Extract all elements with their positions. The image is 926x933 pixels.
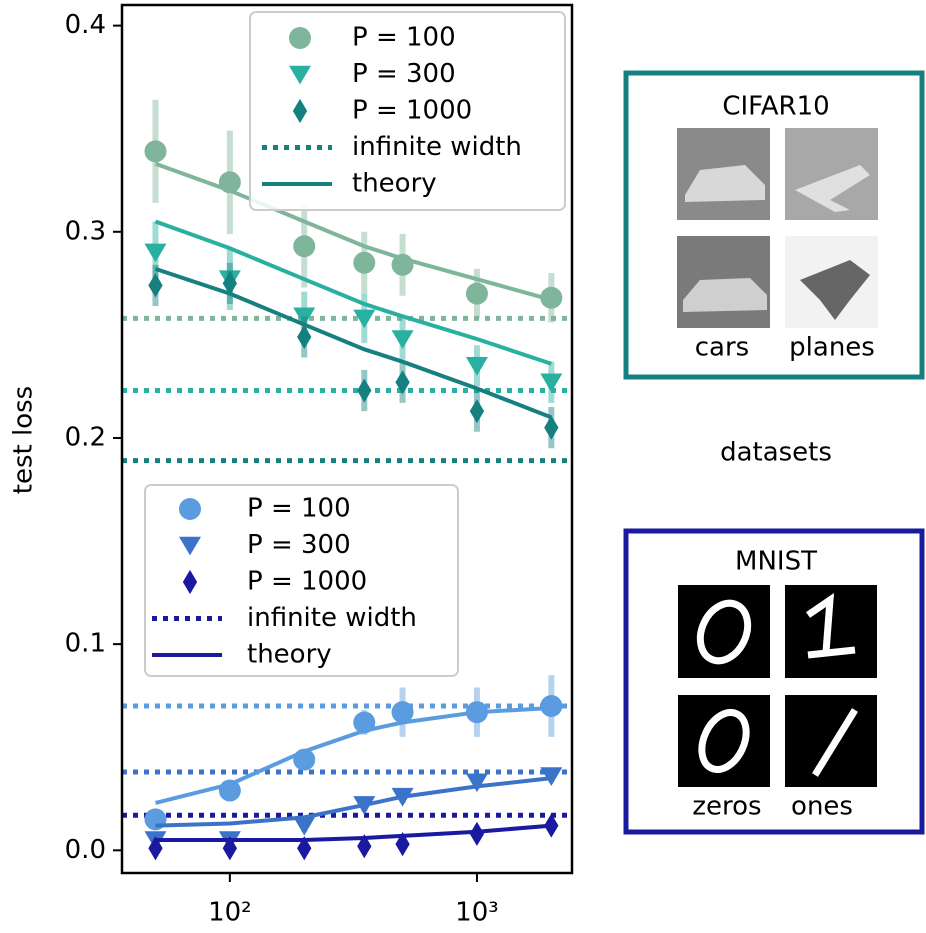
marker [469, 399, 485, 424]
legend-label: infinite width [352, 132, 522, 162]
car-shape [685, 165, 765, 202]
legend-label: P = 1000 [247, 567, 367, 597]
marker [222, 271, 238, 296]
marker [465, 282, 488, 305]
marker [179, 498, 201, 520]
theory-line [154, 219, 552, 366]
cifar-title: CIFAR10 [722, 92, 829, 122]
theory-line [155, 823, 552, 843]
y-tick-label: 0.0 [65, 835, 106, 865]
digit-stroke [806, 593, 856, 659]
marker [289, 65, 311, 85]
marker [395, 832, 410, 857]
marker [218, 779, 241, 802]
marker [544, 415, 559, 440]
marker [469, 821, 485, 846]
mnist-panel: MNIST zeros ones [623, 528, 925, 835]
marker [293, 816, 316, 836]
marker [465, 773, 488, 793]
x-tick-label: 10³ [455, 898, 499, 928]
marker [357, 834, 372, 859]
marker [540, 286, 563, 309]
digit-stroke [698, 709, 750, 773]
marker [353, 309, 376, 329]
y-tick-label: 0.2 [65, 422, 106, 452]
y-tick-label: 0.4 [65, 10, 106, 40]
legend-label: P = 300 [352, 59, 456, 89]
plot-frame [120, 3, 574, 875]
marker [148, 836, 163, 861]
marker [465, 701, 488, 724]
marker [182, 569, 198, 595]
digit-stroke [696, 599, 752, 665]
plot-area [122, 99, 572, 861]
marker [179, 536, 201, 556]
marker [357, 378, 372, 403]
cifar-caption: cars [695, 333, 749, 363]
marker [218, 171, 241, 194]
y-tick-label: 0.3 [65, 216, 106, 246]
marker [391, 330, 414, 349]
marker [391, 253, 414, 276]
marker [353, 711, 376, 734]
y-tick-label: 0.1 [65, 629, 106, 659]
legend: P = 100 P = 300 P = 1000 infinite width theo… [144, 484, 459, 677]
mnist-image [678, 585, 770, 678]
legend-box [249, 11, 566, 211]
datasets-label: datasets [720, 438, 832, 468]
mnist-title: MNIST [735, 547, 817, 577]
marker [465, 357, 488, 376]
car-shape [683, 278, 767, 312]
marker [391, 787, 414, 807]
cifar-panel: CIFAR10 cars planes [623, 70, 925, 380]
marker [289, 27, 311, 49]
marker [540, 373, 563, 393]
legend-label: P = 100 [352, 23, 456, 53]
legend-label: P = 100 [247, 494, 351, 524]
marker [391, 701, 414, 724]
legend-label: theory [247, 640, 332, 670]
cifar-box [623, 70, 925, 380]
marker [293, 307, 316, 327]
mnist-image [785, 695, 877, 787]
legend-label: theory [352, 169, 437, 199]
legend: P = 100 P = 300 P = 1000 infinite width theo… [249, 11, 566, 211]
plane-shape [795, 165, 870, 212]
marker [540, 694, 563, 717]
digit-stroke [812, 708, 858, 777]
y-axis-label: test loss [9, 386, 39, 494]
x-tick-label: 10² [208, 898, 252, 928]
mnist-box [623, 528, 925, 835]
marker [144, 140, 167, 163]
mnist-caption: zeros [692, 792, 761, 822]
marker [540, 767, 563, 786]
marker [395, 370, 410, 395]
marker [293, 235, 316, 258]
theory-line [155, 776, 552, 828]
mnist-image [678, 695, 770, 787]
marker [297, 324, 312, 350]
marker [148, 273, 163, 298]
marker [297, 836, 312, 861]
marker [293, 748, 316, 771]
cifar-caption: planes [789, 333, 875, 363]
marker [222, 836, 238, 861]
marker [544, 813, 559, 838]
marker [353, 251, 376, 274]
legend-label: P = 1000 [352, 96, 472, 126]
legend-box [144, 484, 459, 677]
legend-label: P = 300 [247, 530, 351, 560]
marker [144, 243, 167, 263]
legend-label: infinite width [247, 603, 417, 633]
marker [292, 98, 308, 124]
marker [353, 796, 376, 815]
plane-shape [800, 260, 870, 320]
mnist-caption: ones [791, 792, 853, 822]
